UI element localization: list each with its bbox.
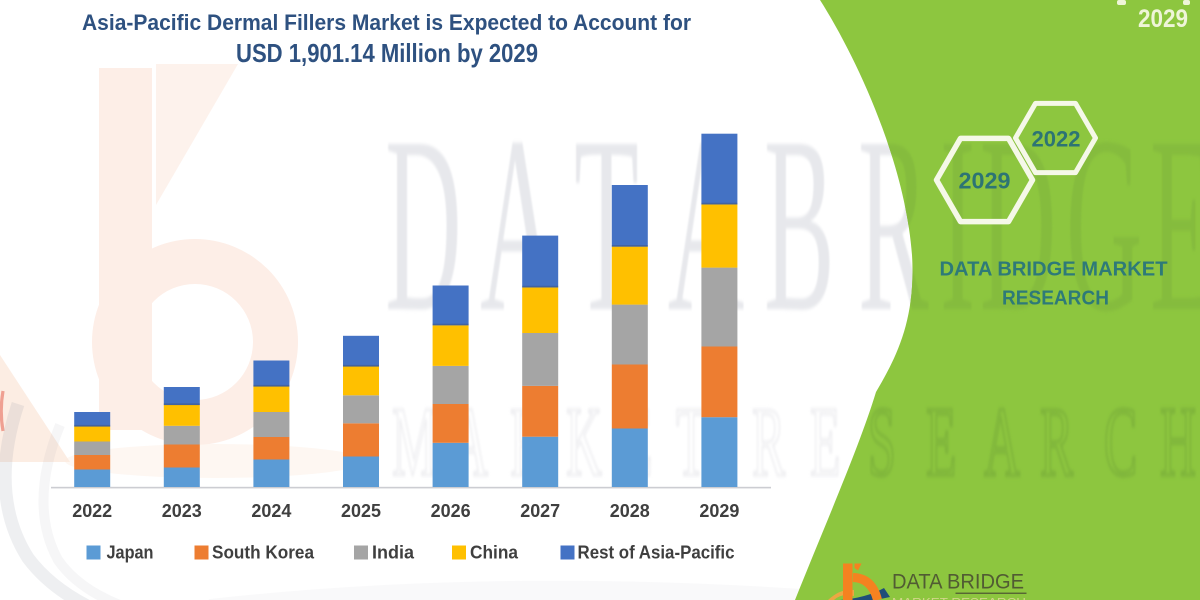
svg-text:MARKET RESEARCH: MARKET RESEARCH xyxy=(892,598,1026,600)
svg-text:2029: 2029 xyxy=(699,500,739,521)
svg-text:2028: 2028 xyxy=(610,500,650,521)
svg-text:DATA BRIDGE: DATA BRIDGE xyxy=(892,571,1024,594)
svg-text:2026: 2026 xyxy=(431,500,471,521)
svg-text:China: China xyxy=(470,543,519,563)
svg-text:2022: 2022 xyxy=(1032,127,1081,152)
svg-text:Asia-Pacific Dermal Fillers Ma: Asia-Pacific Dermal Fillers Market is Ex… xyxy=(82,10,691,35)
svg-text:South Korea: South Korea xyxy=(212,543,315,563)
svg-text:USD 1,901.14 Million by 2029: USD 1,901.14 Million by 2029 xyxy=(236,38,538,68)
svg-text:2023: 2023 xyxy=(162,500,202,521)
svg-text:2029: 2029 xyxy=(959,168,1011,194)
svg-text:2024: 2024 xyxy=(251,500,292,521)
svg-text:2025: 2025 xyxy=(341,500,381,521)
svg-text:DATA BRIDGE MARKET: DATA BRIDGE MARKET xyxy=(940,259,1168,281)
svg-text:India: India xyxy=(372,543,415,563)
svg-text:2027: 2027 xyxy=(520,500,560,521)
svg-text:Rest of Asia-Pacific: Rest of Asia-Pacific xyxy=(578,543,735,563)
svg-text:Japan: Japan xyxy=(107,543,154,563)
svg-text:2029: 2029 xyxy=(1138,5,1188,33)
svg-text:RESEARCH: RESEARCH xyxy=(1002,288,1109,310)
svg-text:2022: 2022 xyxy=(72,500,112,521)
